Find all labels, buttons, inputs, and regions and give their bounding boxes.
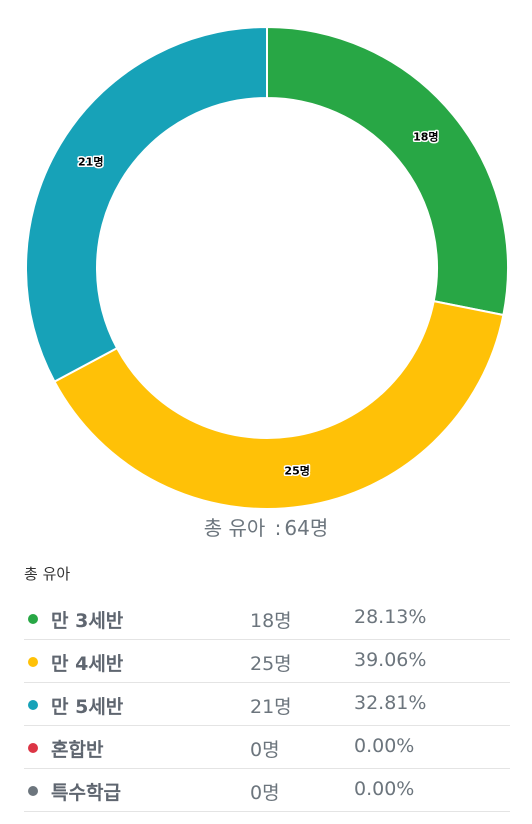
slice-data-label: 18명 xyxy=(413,130,438,144)
legend-count: 21명 xyxy=(250,696,292,718)
donut-slice xyxy=(266,25,509,317)
legend-table: 만 3세반 18명 28.13% 만 4세반 25명 39.06% 만 5세반 … xyxy=(24,597,510,812)
legend-name: 만 4세반 xyxy=(51,653,124,675)
legend-percent: 28.13% xyxy=(354,606,427,628)
legend-name: 특수학급 xyxy=(51,782,121,804)
legend-percent: 0.00% xyxy=(354,735,415,757)
legend-name: 만 3세반 xyxy=(51,610,124,632)
legend-percent: 39.06% xyxy=(354,649,427,671)
legend-dot-icon xyxy=(28,743,38,753)
total-caption-colon: : xyxy=(274,516,282,540)
donut-slice xyxy=(53,299,505,510)
total-caption-label: 총 유아 xyxy=(203,516,266,540)
legend-row-age3: 만 3세반 18명 28.13% xyxy=(24,597,510,640)
legend-count: 0명 xyxy=(250,739,280,761)
legend-percent: 32.81% xyxy=(354,692,427,714)
legend-row-age5: 만 5세반 21명 32.81% xyxy=(24,683,510,726)
legend-dot-icon xyxy=(28,657,38,667)
slice-data-label: 21명 xyxy=(78,154,103,168)
legend-count: 25명 xyxy=(250,653,292,675)
total-caption-value: 64명 xyxy=(284,516,329,540)
slice-data-label: 25명 xyxy=(284,463,309,477)
legend-dot-icon xyxy=(28,700,38,710)
legend-name: 만 5세반 xyxy=(51,696,124,718)
legend-count: 0명 xyxy=(250,782,280,804)
legend-dot-icon xyxy=(28,786,38,796)
legend-dot-icon xyxy=(28,614,38,624)
total-caption: 총 유아 :64명 xyxy=(0,512,532,541)
donut-chart: 18명 25명 21명 xyxy=(25,25,509,510)
summary-title: 총 유아 xyxy=(24,565,71,583)
legend-count: 18명 xyxy=(250,610,292,632)
legend-row-mixed: 혼합반 0명 0.00% xyxy=(24,726,510,769)
legend-name: 혼합반 xyxy=(51,739,104,761)
legend-percent: 0.00% xyxy=(354,778,415,800)
legend-row-age4: 만 4세반 25명 39.06% xyxy=(24,640,510,683)
legend-row-special: 특수학급 0명 0.00% xyxy=(24,769,510,812)
donut-slice xyxy=(25,25,268,383)
